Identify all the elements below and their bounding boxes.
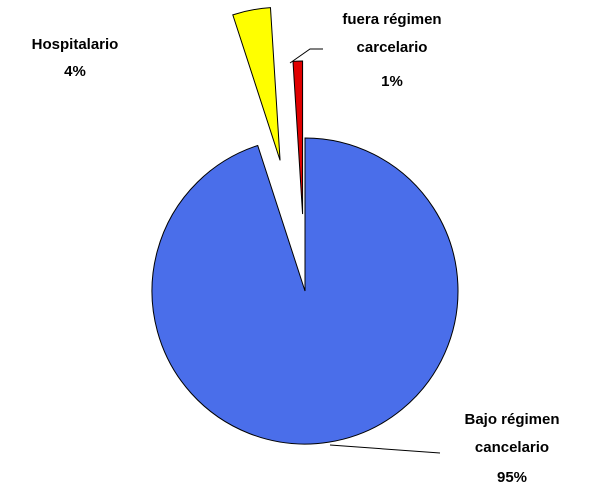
label-line: Bajo régimen — [464, 411, 559, 428]
slice-value-label: 95% — [497, 469, 527, 486]
leader-line — [329, 444, 441, 454]
slice-category: fuera régimen carcelario — [342, 11, 441, 56]
pie-slice — [232, 7, 281, 161]
slice-category: Bajo régimen cancelario — [464, 411, 559, 456]
pie-slice — [292, 60, 304, 215]
label-line: cancelario — [475, 439, 549, 456]
slice-label: Hospitalario — [32, 36, 119, 53]
pie-slice — [151, 137, 459, 445]
slice-category: Hospitalario — [32, 36, 119, 53]
label-line: fuera régimen — [342, 11, 441, 28]
slice-value-label: 4% — [64, 63, 86, 80]
slice-value-label: 1% — [381, 73, 403, 90]
label-line: carcelario — [357, 39, 428, 56]
leader-line — [289, 48, 323, 64]
